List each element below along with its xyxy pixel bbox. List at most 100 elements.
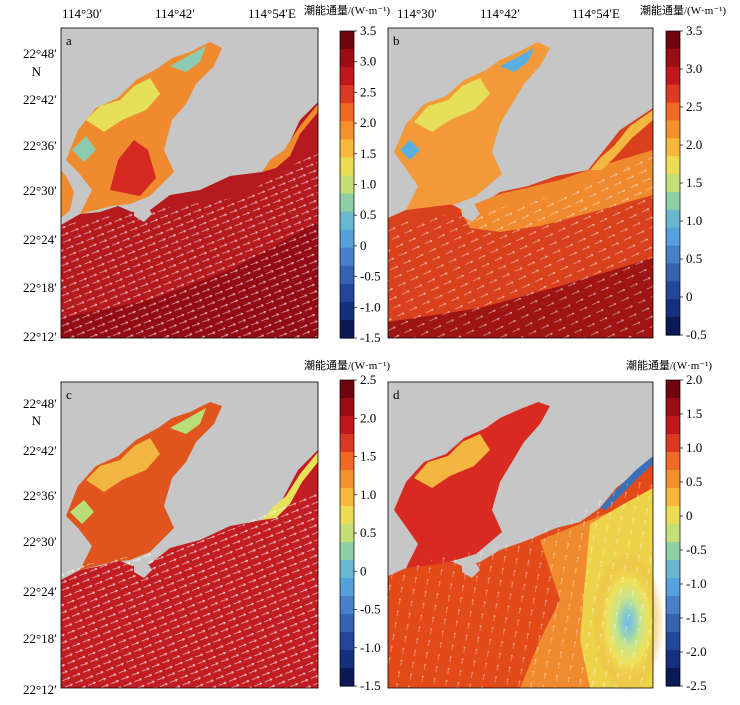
colorbar-swatch xyxy=(666,506,680,525)
panel-d-island xyxy=(462,560,480,578)
colorbar-swatch xyxy=(666,299,680,318)
colorbar-swatch xyxy=(340,49,354,68)
colorbar-tick-label: 1.0 xyxy=(686,213,702,228)
lat-tick-label: 22°42′ xyxy=(23,443,57,458)
colorbar-tick-label: 2.5 xyxy=(360,84,376,99)
colorbar-b: 3.5 3.0 2.5 2.0 1.5 1.0 0.5 0 -0.5 xyxy=(665,23,707,342)
panel-d-bay xyxy=(394,402,550,568)
colorbar-swatch xyxy=(340,193,354,213)
lat-tick-label: 22°12′ xyxy=(23,682,57,697)
lat-tick-label: 22°30′ xyxy=(23,534,57,549)
colorbar-tick-label: -0.5 xyxy=(360,602,381,617)
colorbar-swatch xyxy=(666,281,680,300)
colorbar-tick-label: 3.0 xyxy=(686,61,702,76)
panel-a-west-coast xyxy=(61,170,74,218)
colorbar-swatch xyxy=(340,506,354,525)
north-label: N xyxy=(32,64,42,79)
colorbar-swatch xyxy=(666,380,680,399)
colorbar-tick-label: 1.5 xyxy=(686,175,702,190)
panel-b-shallow xyxy=(414,78,490,132)
colorbar-swatch xyxy=(340,452,354,471)
colorbar-swatch xyxy=(340,524,354,543)
colorbar-swatch xyxy=(340,31,354,50)
colorbar-swatch xyxy=(666,578,680,597)
panel-b-shallow-blue xyxy=(400,48,534,160)
lon-tick-label: 114°42′ xyxy=(155,6,195,21)
colorbar-swatch xyxy=(340,632,354,651)
colorbar-swatch xyxy=(340,319,354,339)
colorbar-c: 2.5 2.0 1.5 1.0 0.5 0 -0.5 -1.0 -1.5 xyxy=(339,372,381,693)
colorbar-title-b: 潮能通量/(W·m⁻¹) xyxy=(640,3,726,17)
colorbar-swatch xyxy=(666,560,680,579)
lat-tick-label: 22°48′ xyxy=(23,396,57,411)
colorbar-swatch xyxy=(666,102,680,122)
panel-a-bay xyxy=(66,42,222,214)
colorbar-swatch xyxy=(666,668,680,687)
colorbar-tick-label: -1.5 xyxy=(360,330,381,345)
colorbar-tick-label: 2.0 xyxy=(360,115,376,130)
colorbar-tick-label: 2.0 xyxy=(686,137,702,152)
panel-b-letter: b xyxy=(393,33,400,48)
lon-tick-label: 114°30′ xyxy=(62,6,102,21)
colorbar-swatch xyxy=(340,578,354,597)
colorbar-tick-label: 0 xyxy=(686,289,693,304)
panel-a-island xyxy=(134,204,152,222)
left-axis-bottom: 22°48′ N 22°42′ 22°36′ 22°30′ 22°24′ 22°… xyxy=(23,396,57,697)
panel-a: a xyxy=(60,27,319,339)
top-axis-left: 114°30′ 114°42′ 114°54′E xyxy=(62,6,296,21)
colorbar-swatch xyxy=(340,85,354,104)
colorbar-swatch xyxy=(666,398,680,417)
panel-d-shallow xyxy=(414,434,490,488)
colorbar-swatch xyxy=(340,103,354,122)
colorbar-tick-label: 0 xyxy=(686,508,693,523)
colorbar-swatch xyxy=(666,191,680,211)
colorbar-swatch xyxy=(340,139,354,159)
lat-tick-label: 22°24′ xyxy=(23,584,57,599)
colorbar-swatch xyxy=(666,488,680,507)
colorbar-swatch xyxy=(666,66,680,86)
lat-tick-label: 22°24′ xyxy=(23,232,57,247)
colorbar-swatch xyxy=(340,596,354,615)
panel-c-letter: c xyxy=(66,387,72,402)
panel-d: d xyxy=(387,381,664,692)
colorbar-swatch xyxy=(340,229,354,249)
colorbar-tick-label: -2.0 xyxy=(686,644,707,659)
colorbar-swatch xyxy=(666,156,680,175)
colorbar-swatch xyxy=(666,416,680,435)
colorbar-swatch xyxy=(340,668,354,687)
colorbar-swatch xyxy=(340,211,354,231)
colorbar-swatch xyxy=(666,174,680,193)
colorbar-swatch xyxy=(666,434,680,453)
panel-a-shallow xyxy=(86,78,160,132)
colorbar-swatch xyxy=(666,632,680,651)
north-label: N xyxy=(32,413,42,428)
colorbar-swatch xyxy=(666,650,680,669)
colorbar-tick-label: 0.5 xyxy=(686,251,702,266)
colorbar-frame xyxy=(665,379,681,687)
lat-tick-label: 22°36′ xyxy=(23,488,57,503)
colorbar-swatch xyxy=(340,470,354,489)
colorbar-tick-label: -2.5 xyxy=(686,678,707,693)
colorbar-swatch xyxy=(666,542,680,561)
colorbar-swatch xyxy=(340,398,354,417)
colorbar-swatch xyxy=(666,245,680,265)
colorbar-tick-label: -1.5 xyxy=(686,610,707,625)
colorbar-d: 2.0 1.5 1.0 0.5 0 -0.5 -1.0 -1.5 -2.0 -2.5 xyxy=(665,372,707,693)
colorbar-swatch xyxy=(340,488,354,507)
colorbar-tick-label: 1.5 xyxy=(360,146,376,161)
colorbar-tick-label: 3.5 xyxy=(686,23,702,38)
colorbar-tick-label: 1.5 xyxy=(686,406,702,421)
lon-tick-label: 114°42′ xyxy=(480,6,520,21)
colorbar-title-a: 潮能通量/(W·m⁻¹) xyxy=(304,3,390,17)
lat-tick-label: 22°18′ xyxy=(23,280,57,295)
colorbar-swatch xyxy=(340,121,354,140)
colorbar-tick-label: -0.5 xyxy=(686,327,707,342)
lon-tick-label: 114°54′E xyxy=(572,6,620,21)
colorbar-swatch xyxy=(666,452,680,471)
colorbar-tick-label: 1.0 xyxy=(360,177,376,192)
panel-b-coast-east xyxy=(590,110,653,170)
panel-c-bay xyxy=(66,402,222,570)
colorbar-tick-label: 0.5 xyxy=(360,207,376,222)
lon-tick-label: 114°30′ xyxy=(397,6,437,21)
colorbar-swatch xyxy=(340,380,354,399)
